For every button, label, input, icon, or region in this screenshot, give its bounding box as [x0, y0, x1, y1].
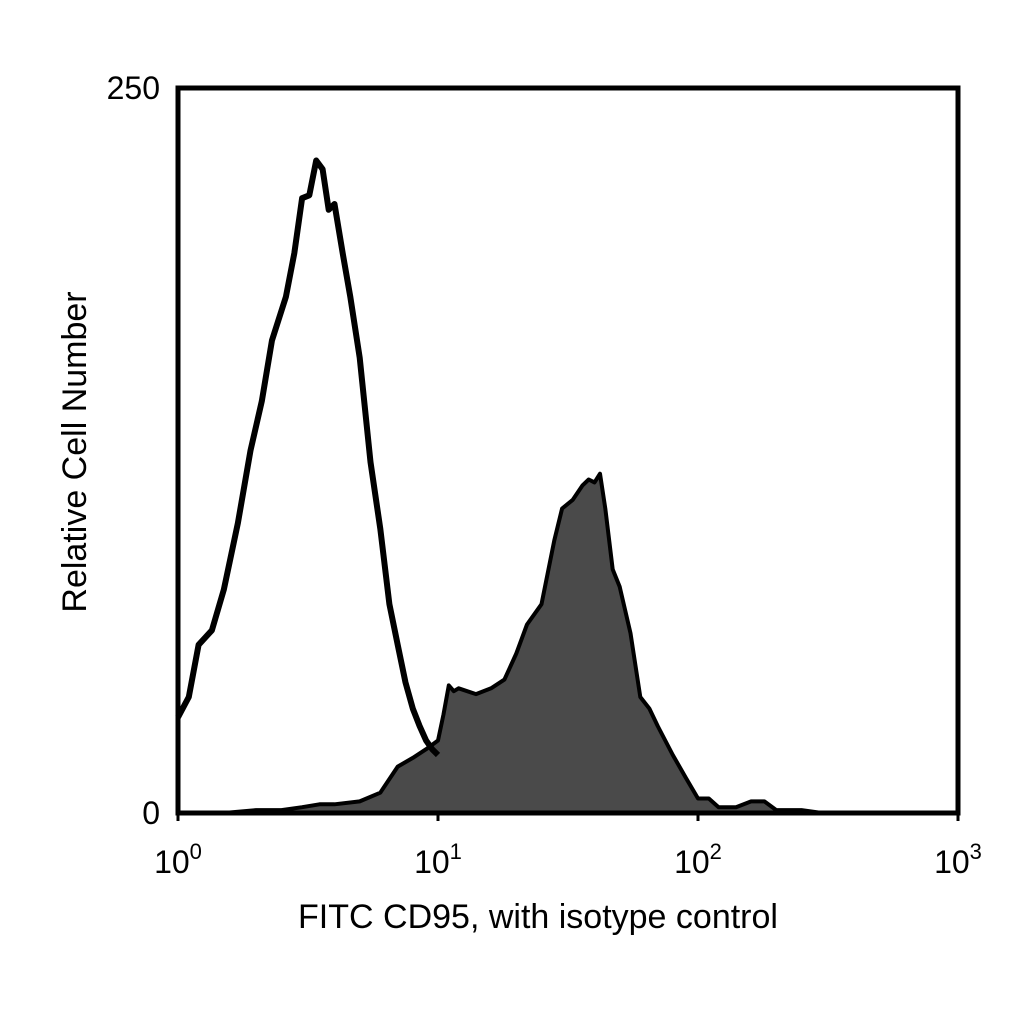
x-tick-label: 103 — [934, 839, 982, 880]
y-tick-label: 250 — [107, 70, 160, 106]
plot-frame — [175, 85, 961, 816]
outline-histogram — [175, 157, 441, 758]
y-tick-label: 0 — [142, 795, 160, 831]
x-tick-label: 100 — [154, 839, 202, 880]
y-axis-label: Relative Cell Number — [56, 291, 94, 612]
filled-histogram — [176, 471, 825, 815]
x-tick-label: 101 — [414, 839, 462, 880]
x-tick-label: 102 — [674, 839, 722, 880]
x-axis-label: FITC CD95, with isotype control — [298, 898, 778, 936]
